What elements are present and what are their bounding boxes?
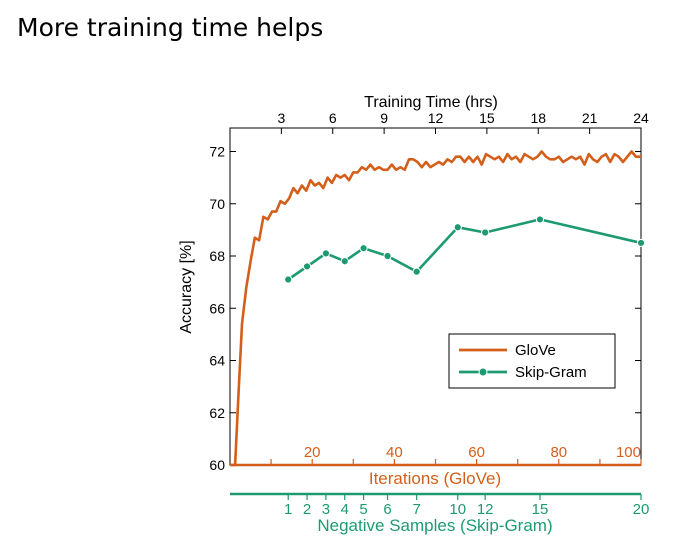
negative-samples-tick-label: 2: [303, 501, 311, 518]
y-tick-label: 68: [209, 248, 225, 264]
skipgram-point: [453, 223, 462, 232]
skipgram-point: [412, 267, 421, 276]
y-tick-label: 72: [209, 144, 225, 160]
glove-series-line: [230, 150, 641, 467]
legend-entry-glove: GloVe: [515, 342, 556, 359]
negative-samples-tick-label: 7: [412, 501, 420, 518]
top-tick-label: 24: [633, 110, 649, 126]
iterations-tick-label: 40: [386, 444, 403, 461]
skipgram-point: [383, 251, 392, 261]
iterations-tick-label: 100: [616, 444, 641, 461]
negative-samples-tick-label: 15: [532, 501, 549, 518]
negative-samples-tick-label: 12: [477, 501, 494, 518]
negative-samples-tick-label: 5: [359, 501, 367, 518]
top-tick-label: 21: [582, 110, 598, 126]
legend-entry-skip-gram: Skip-Gram: [515, 364, 587, 381]
plot-frame: [229, 127, 642, 466]
iterations-tick-label: 60: [468, 444, 485, 461]
iterations-tick-label: 80: [550, 444, 567, 461]
y-tick-label: 66: [209, 300, 225, 316]
y-tick-label: 64: [209, 353, 225, 369]
legend-marker: [478, 367, 488, 377]
skipgram-point: [284, 275, 293, 284]
negative-samples-axis-label: Negative Samples (Skip-Gram): [317, 516, 552, 535]
y-tick-label: 70: [209, 196, 225, 212]
negative-samples-tick-label: 4: [341, 501, 349, 518]
top-axis-label: Training Time (hrs): [364, 94, 498, 111]
skipgram-point: [359, 244, 368, 253]
top-tick-label: 18: [530, 110, 546, 126]
slide-title: More training time helps: [17, 13, 324, 42]
top-tick-label: 6: [329, 110, 337, 126]
y-tick-label: 62: [209, 405, 225, 421]
negative-samples-tick-label: 10: [449, 501, 466, 518]
skipgram-point: [481, 228, 490, 237]
skipgram-point: [340, 257, 349, 266]
top-tick-label: 3: [277, 110, 285, 126]
negative-samples-tick-label: 6: [383, 501, 391, 518]
iterations-axis-label: Iterations (GloVe): [369, 469, 501, 488]
top-tick-label: 9: [380, 110, 388, 126]
top-tick-label: 12: [428, 110, 444, 126]
iterations-tick-label: 20: [304, 444, 321, 461]
top-tick-label: 15: [479, 110, 495, 126]
skipgram-point: [535, 215, 545, 224]
negative-samples-tick-label: 3: [322, 501, 330, 518]
negative-samples-tick-label: 1: [284, 501, 292, 518]
skipgram-point: [302, 262, 312, 271]
skipgram-series-line: [287, 218, 642, 281]
skipgram-point: [636, 238, 646, 248]
negative-samples-tick-label: 20: [633, 501, 650, 518]
legend-box: [448, 333, 616, 389]
skipgram-point: [321, 249, 330, 258]
y-axis-label: Accuracy [%]: [178, 240, 195, 333]
y-tick-label: 60: [209, 457, 225, 473]
